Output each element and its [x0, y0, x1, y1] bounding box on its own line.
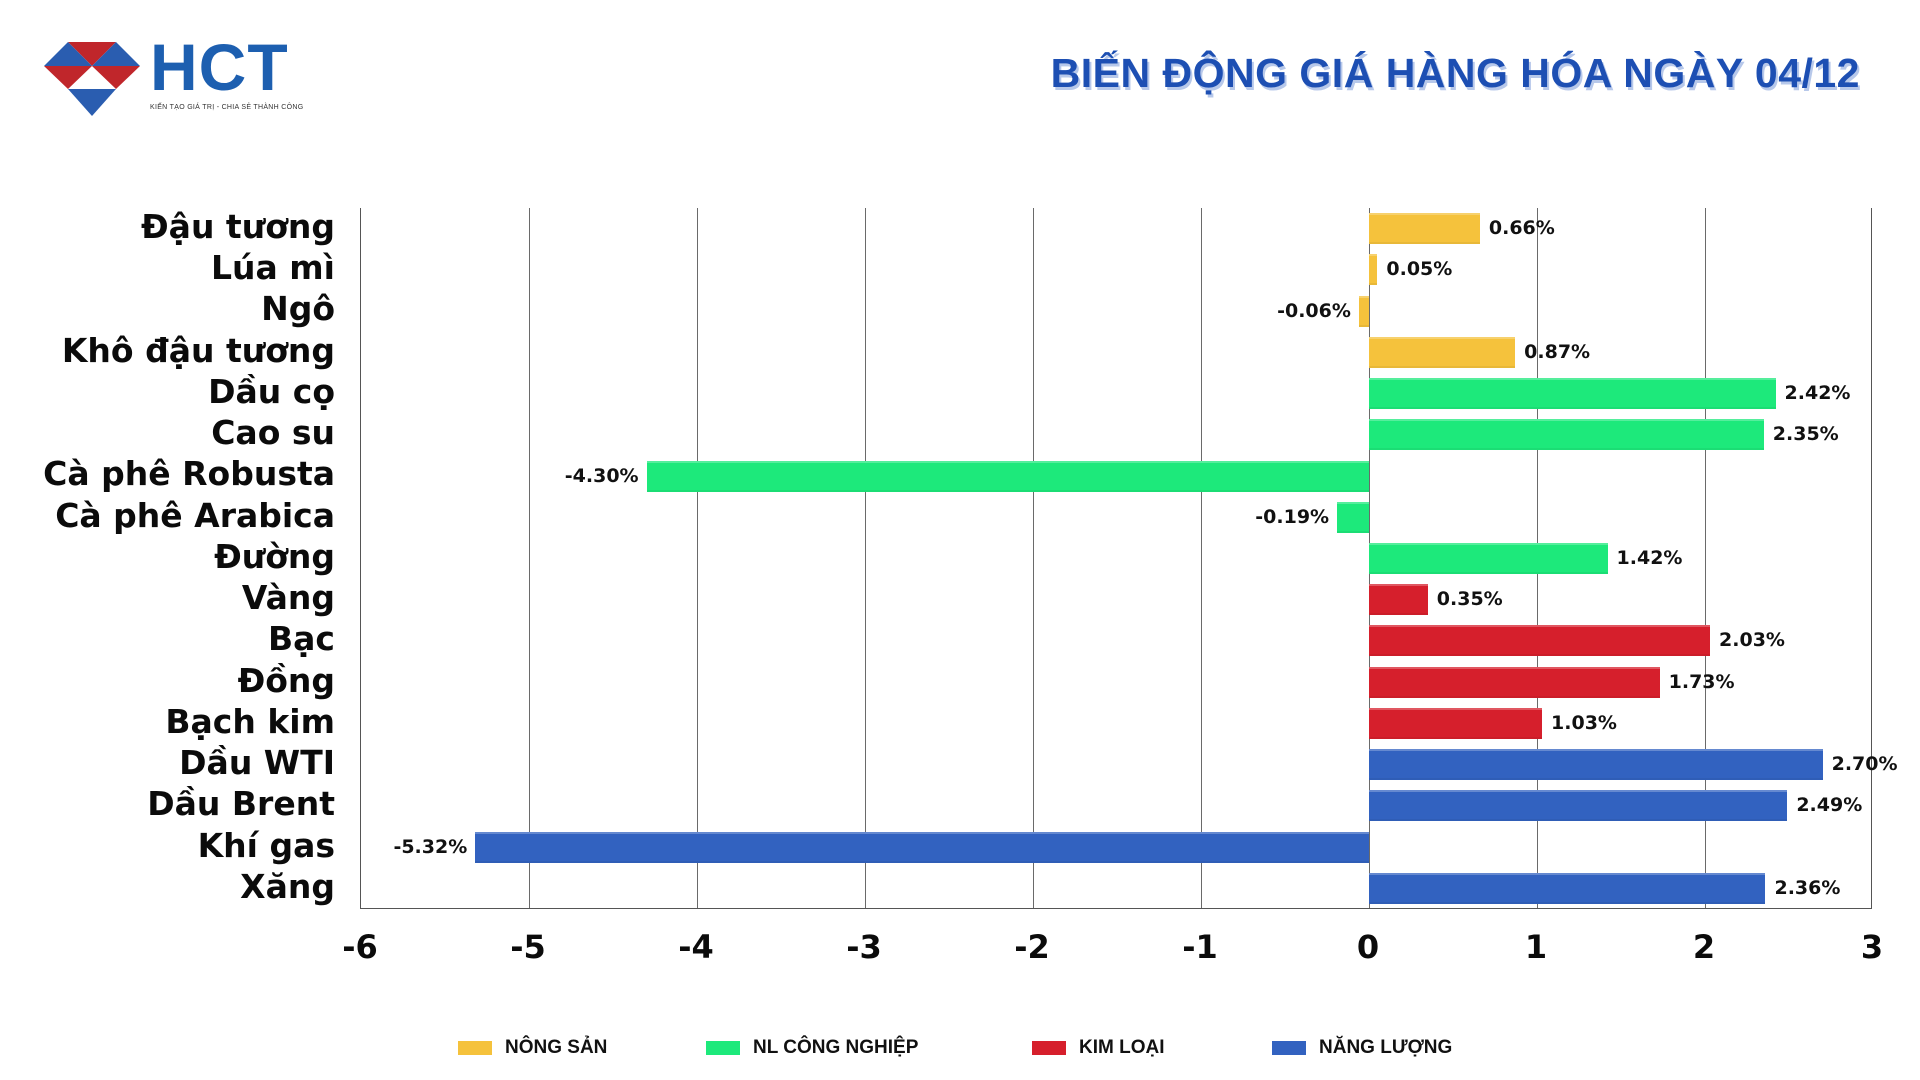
category-label: Vàng — [241, 578, 335, 618]
gridline — [1705, 208, 1706, 908]
legend-label: NĂNG LƯỢNG — [1319, 1037, 1453, 1058]
tick-label: -3 — [846, 928, 882, 966]
legend-label: KIM LOẠI — [1079, 1037, 1165, 1058]
category-label: Bạch kim — [165, 701, 335, 741]
data-label: 1.03% — [1551, 711, 1617, 734]
bar — [1369, 584, 1428, 616]
category-label: Đồng — [237, 660, 335, 700]
logo-wordmark: HCT — [150, 30, 289, 104]
legend-item: KIM LOẠI — [1032, 1037, 1165, 1058]
data-label: -0.19% — [1255, 505, 1330, 528]
data-label: 2.35% — [1772, 423, 1839, 446]
data-label: 0.35% — [1436, 588, 1503, 611]
legend-swatch-icon — [706, 1041, 740, 1055]
tick-label: 0 — [1356, 928, 1380, 966]
plot-area: 0.66% 0.05% -0.06% 0.87% 2.42% 2.35% -4.30% -0.… — [360, 208, 1898, 909]
bar — [1369, 378, 1776, 410]
data-label: 0.05% — [1386, 258, 1453, 281]
legend-item: NĂNG LƯỢNG — [1272, 1037, 1453, 1058]
legend-item: NL CÔNG NGHIỆP — [706, 1037, 919, 1058]
data-label: -0.06% — [1277, 299, 1351, 322]
company-logo: HCT KIẾN TẠO GIÁ TRỊ - CHIA SẺ THÀNH CÔN… — [44, 34, 304, 120]
category-label: Dầu WTI — [179, 743, 335, 783]
tick-label: -2 — [1014, 928, 1050, 966]
category-label: Khí gas — [197, 825, 335, 865]
gridline — [1201, 208, 1202, 908]
data-label: 2.36% — [1774, 876, 1841, 899]
bar — [1369, 666, 1660, 698]
bar — [1358, 295, 1369, 327]
data-label: 0.66% — [1488, 217, 1555, 240]
category-label: Dầu cọ — [208, 371, 335, 411]
legend-swatch-icon — [1272, 1041, 1306, 1055]
bar — [1369, 254, 1378, 286]
logo-tagline: KIẾN TẠO GIÁ TRỊ - CHIA SẺ THÀNH CÔNG — [150, 104, 304, 111]
data-label: 0.87% — [1524, 340, 1591, 363]
data-label: -5.32% — [393, 835, 468, 858]
bar — [1369, 872, 1766, 904]
category-label: Đậu tương — [141, 207, 335, 246]
bar — [1337, 501, 1369, 533]
tick-label: -5 — [510, 928, 546, 966]
tick-label: 2 — [1692, 928, 1716, 966]
data-label: 1.42% — [1616, 547, 1683, 569]
bar — [1369, 336, 1516, 368]
category-label: Xăng — [240, 866, 335, 906]
legend-swatch-icon — [1032, 1041, 1066, 1055]
legend-label: NL CÔNG NGHIỆP — [753, 1037, 919, 1058]
diamond-logo-icon — [44, 42, 140, 116]
category-label: Đường — [214, 536, 335, 576]
category-label: Bạc — [268, 619, 335, 659]
data-label: 1.73% — [1668, 670, 1735, 693]
legend-swatch-icon — [458, 1041, 492, 1055]
data-label: 2.49% — [1796, 794, 1863, 817]
bar — [1369, 625, 1711, 657]
bar — [646, 460, 1369, 492]
chart-title: BIẾN ĐỘNG GIÁ HÀNG HÓA NGÀY 04/12 — [1050, 50, 1860, 96]
category-label: Dầu Brent — [147, 784, 335, 824]
bar — [1369, 790, 1788, 822]
data-label: -4.30% — [564, 464, 639, 487]
tick-label: -4 — [678, 928, 714, 966]
data-label: 2.42% — [1784, 382, 1851, 405]
category-label: Cà phê Robusta — [43, 454, 335, 494]
tick-label: 3 — [1860, 928, 1884, 966]
data-label: 2.70% — [1831, 753, 1898, 776]
gridline — [697, 208, 698, 908]
bar — [1369, 213, 1480, 245]
bar — [1369, 749, 1823, 781]
category-label: Cà phê Arabica — [55, 495, 335, 535]
category-label: Khô đậu tương — [61, 330, 335, 370]
bar — [1369, 707, 1543, 739]
category-label: Lúa mì — [211, 248, 335, 288]
tick-label: -1 — [1182, 928, 1218, 966]
bar — [1369, 543, 1608, 574]
gridline — [1033, 208, 1034, 908]
tick-label: -6 — [342, 928, 378, 966]
legend-label: NÔNG SẢN — [505, 1037, 608, 1058]
gridline — [529, 208, 530, 908]
bar — [475, 831, 1369, 863]
bar — [1369, 419, 1764, 451]
tick-label: 1 — [1524, 928, 1548, 966]
data-label: 2.03% — [1719, 629, 1785, 652]
category-label: Cao su — [211, 413, 335, 453]
gridline — [865, 208, 866, 908]
legend-item: NÔNG SẢN — [458, 1037, 608, 1058]
category-label: Ngô — [261, 289, 335, 329]
